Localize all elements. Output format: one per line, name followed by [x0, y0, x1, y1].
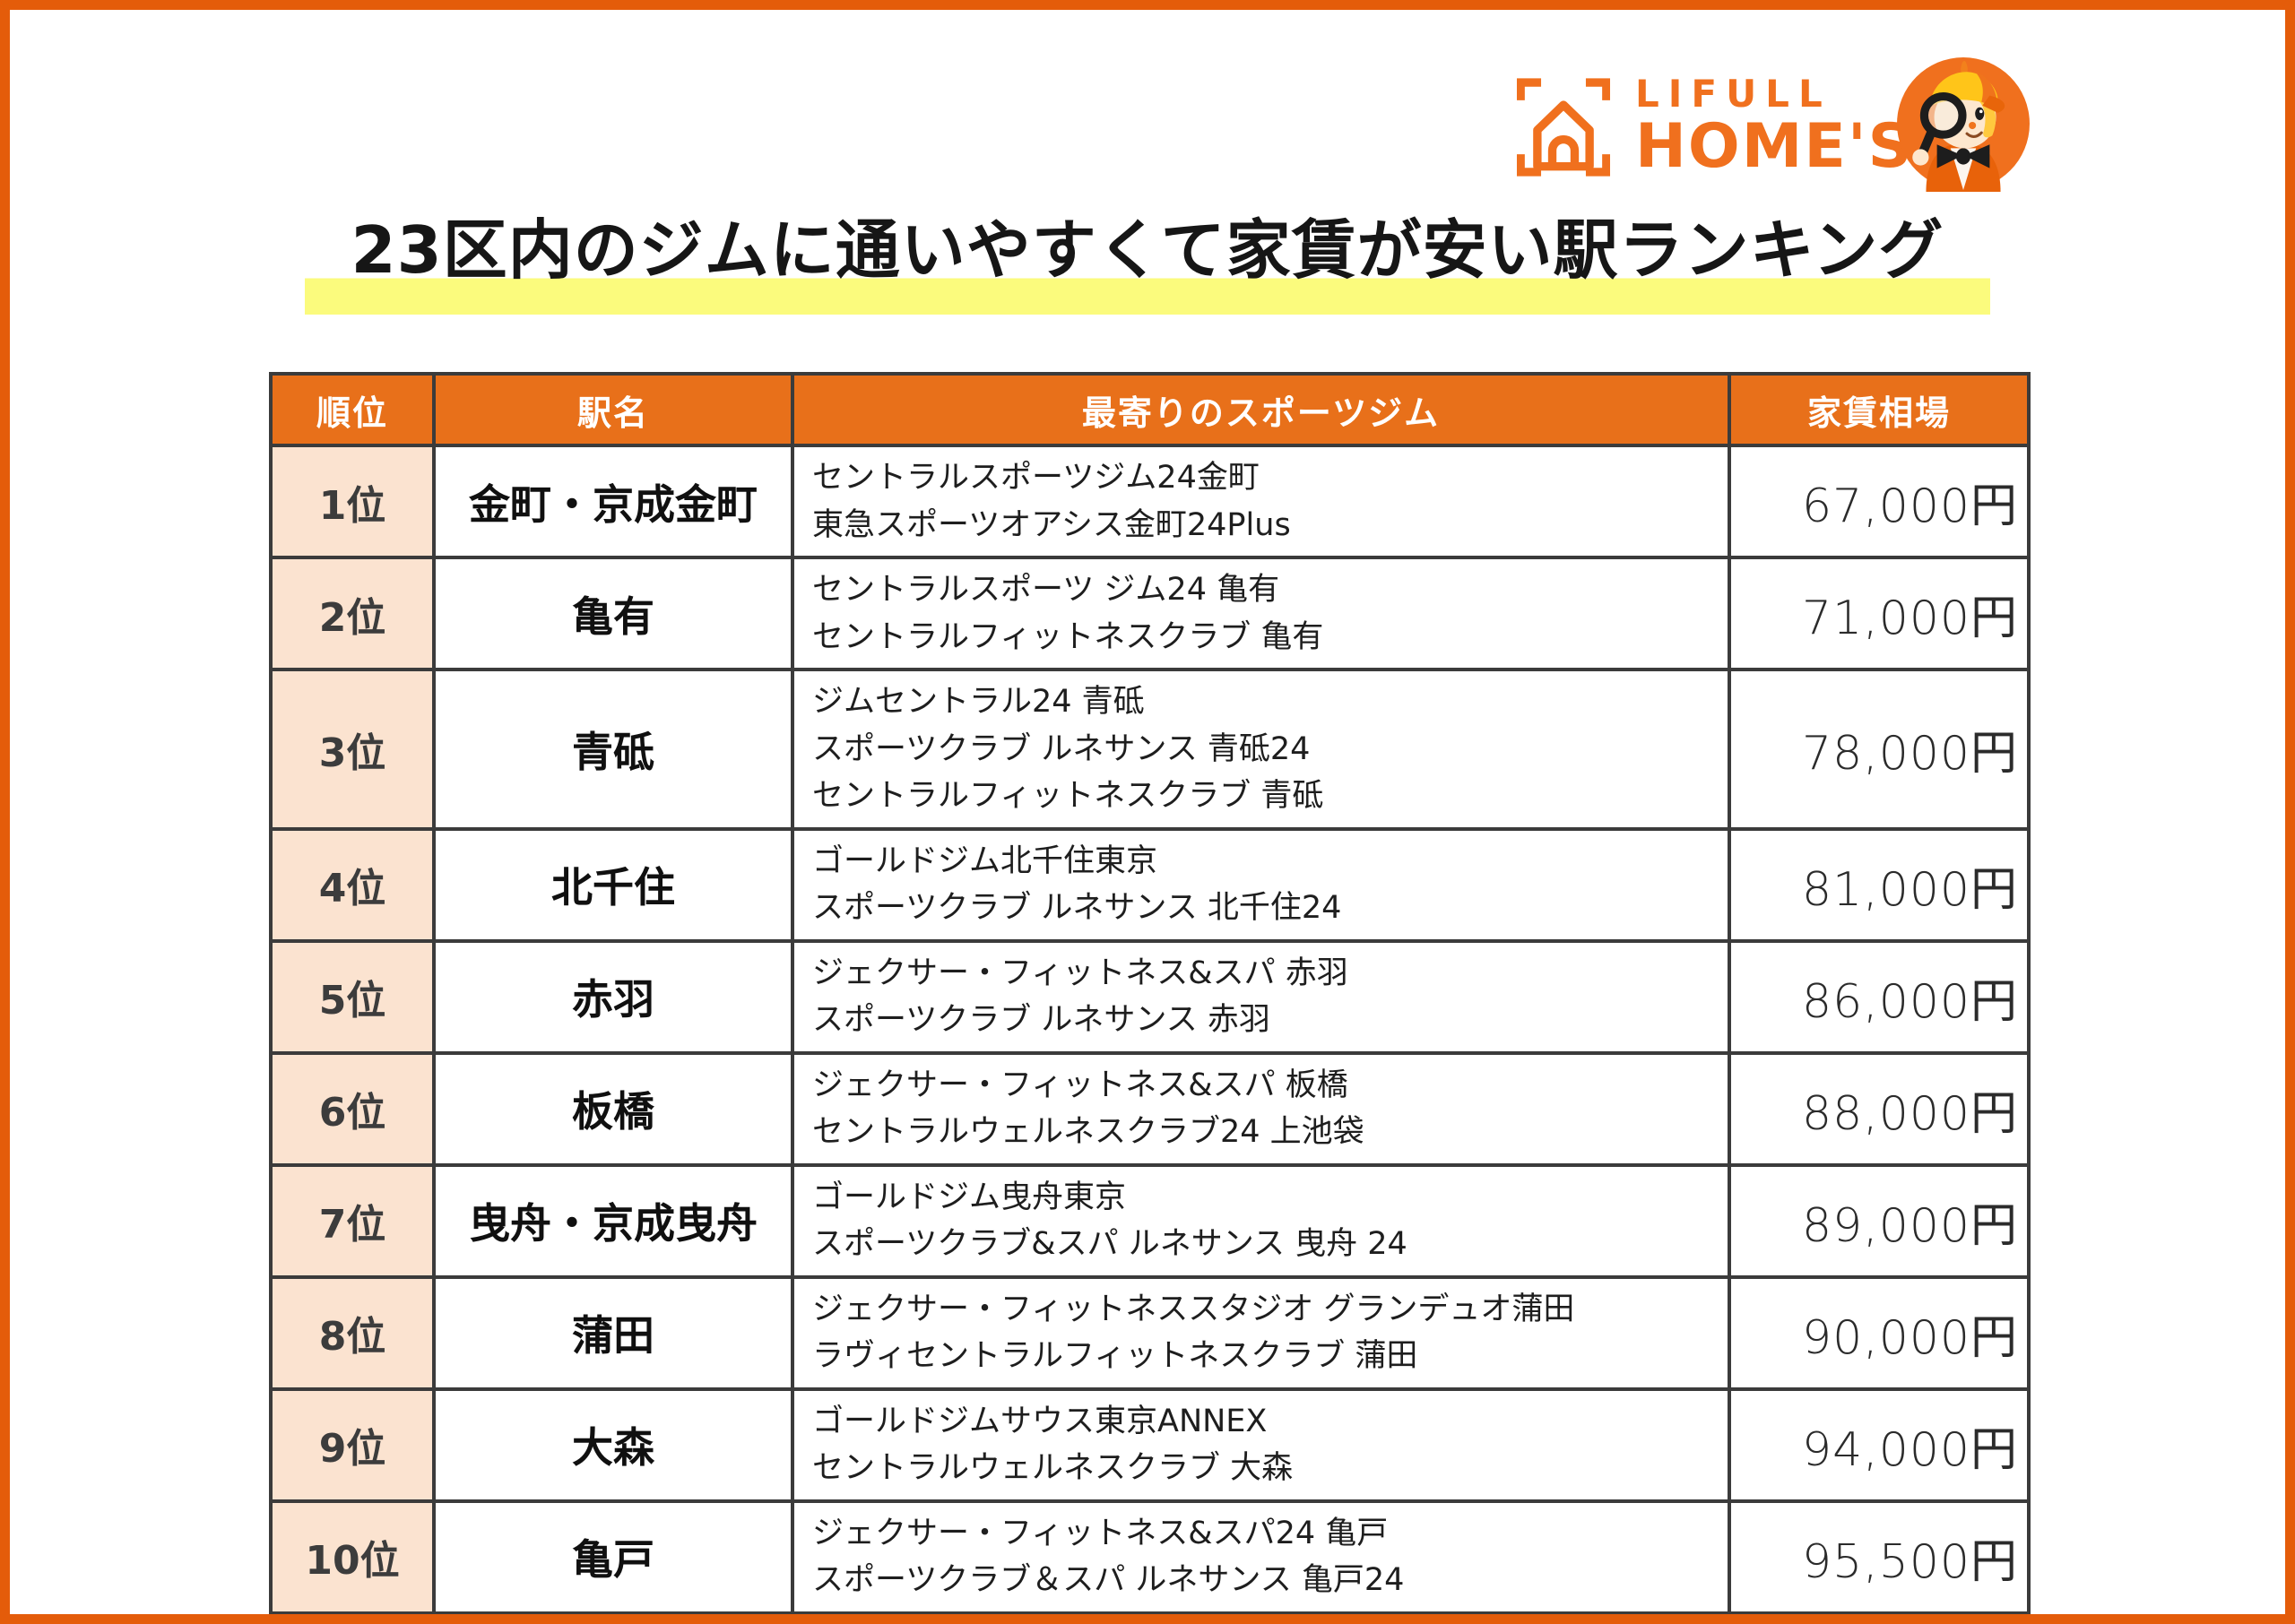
logo-text-homes: HOME'S — [1635, 111, 1914, 183]
logo-text-lifull: LIFULL — [1635, 72, 1832, 117]
rent-cell: 90,000円 — [1728, 1274, 2031, 1391]
rank-cell: 6位 — [269, 1050, 436, 1167]
station-cell: 北千住 — [432, 826, 794, 943]
logo-text: LIFULL HOME'S — [1635, 72, 1914, 183]
rent-cell: 78,000円 — [1728, 668, 2031, 831]
rank-cell: 9位 — [269, 1386, 436, 1503]
table-row: 8位 蒲田 ジェクサー・フィットネススタジオ グランデュオ蒲田 ラヴィセントラルフィッ… — [269, 1274, 2031, 1391]
gym-name: セントラルフィットネスクラブ 亀有 — [812, 618, 1324, 655]
header-station: 駅名 — [432, 372, 794, 447]
station-cell: 金町・京成金町 — [432, 444, 794, 559]
station-cell: 青砥 — [432, 668, 794, 831]
gyms-cell: ゴールドジム曳舟東京スポーツクラブ&スパ ルネサンス 曳舟 24 — [791, 1162, 1731, 1279]
rent-cell: 81,000円 — [1728, 826, 2031, 943]
table-row: 4位 北千住 ゴールドジム北千住東京 スポーツクラブ ルネサンス 北千住24 81,00… — [269, 826, 2031, 943]
header-rank: 順位 — [269, 372, 436, 447]
header-rent: 家賃相場 — [1728, 372, 2031, 447]
gym-name: セントラルフィットネスクラブ 青砥 — [812, 778, 1324, 814]
table-row: 3位 青砥 ジムセントラル24 青砥スポーツクラブ ルネサンス 青砥24 セントラルフ… — [269, 668, 2031, 831]
gyms-cell: ジェクサー・フィットネス&スパ 板橋 セントラルウェルネスクラブ24 上池袋 — [791, 1050, 1731, 1167]
gyms-cell: ゴールドジム北千住東京スポーツクラブ ルネサンス 北千住24 — [791, 826, 1731, 943]
gym-name: 東急スポーツオアシス金町24Plus — [812, 506, 1291, 543]
rank-cell: 2位 — [269, 556, 436, 671]
gym-name: ラヴィセントラルフィットネスクラブ 蒲田 — [812, 1338, 1418, 1374]
gyms-cell: ジェクサー・フィットネス&スパ 赤羽 スポーツクラブ ルネサンス 赤羽 — [791, 938, 1731, 1055]
station-cell: 蒲田 — [432, 1274, 794, 1391]
gyms-cell: ジムセントラル24 青砥スポーツクラブ ルネサンス 青砥24 セントラルフィットネ… — [791, 668, 1731, 831]
table-row: 9位 大森 ゴールドジムサウス東京ANNEX セントラルウェルネスクラブ 大森 94,0… — [269, 1386, 2031, 1503]
gyms-cell: ゴールドジムサウス東京ANNEX セントラルウェルネスクラブ 大森 — [791, 1386, 1731, 1503]
gym-name: スポーツクラブ＆スパ ルネサンス 亀戸24 — [812, 1562, 1405, 1598]
gym-name: スポーツクラブ ルネサンス 青砥24 — [812, 730, 1311, 767]
gym-name: スポーツクラブ ルネサンス 北千住24 — [812, 890, 1342, 926]
gym-name: ジムセントラル24 青砥 — [812, 684, 1145, 720]
lifull-homes-logo: LIFULL HOME'S — [1517, 75, 1914, 179]
station-cell: 亀有 — [432, 556, 794, 671]
table-row: 1位 金町・京成金町 セントラルスポーツジム24金町 東急スポーツオアシス金町24Pl… — [269, 444, 2031, 559]
ranking-table-header: 順位 駅名 最寄りのスポーツジム 家賃相場 — [269, 372, 2031, 447]
rank-cell: 1位 — [269, 444, 436, 559]
gym-name: スポーツクラブ ルネサンス 赤羽 — [812, 1002, 1270, 1038]
rent-cell: 67,000円 — [1728, 444, 2031, 559]
rent-cell: 71,000円 — [1728, 556, 2031, 671]
page-title-text: 23区内のジムに通いやすくて家賃が安い駅ランキング — [304, 213, 1991, 315]
rank-cell: 4位 — [269, 826, 436, 943]
table-row: 5位 赤羽 ジェクサー・フィットネス&スパ 赤羽 スポーツクラブ ルネサンス 赤羽 86… — [269, 938, 2031, 1055]
gyms-cell: セントラルスポーツジム24金町 東急スポーツオアシス金町24Plus — [791, 444, 1731, 559]
ranking-table: 順位 駅名 最寄りのスポーツジム 家賃相場 1位 金町・京成金町 セントラルスポーツ… — [269, 372, 2031, 1615]
gym-name: ジェクサー・フィットネススタジオ グランデュオ蒲田 — [812, 1291, 1575, 1327]
rent-cell: 86,000円 — [1728, 938, 2031, 1055]
rank-cell: 10位 — [269, 1499, 436, 1615]
gym-name: セントラルスポーツジム24金町 — [812, 460, 1260, 496]
gyms-cell: ジェクサー・フィットネス&スパ24 亀戸 スポーツクラブ＆スパ ルネサンス 亀戸2… — [791, 1499, 1731, 1615]
ranking-table-body: 1位 金町・京成金町 セントラルスポーツジム24金町 東急スポーツオアシス金町24Pl… — [269, 444, 2031, 1615]
table-row: 7位 曳舟・京成曳舟 ゴールドジム曳舟東京スポーツクラブ&スパ ルネサンス 曳舟 2… — [269, 1162, 2031, 1279]
page-title: 23区内のジムに通いやすくて家賃が安い駅ランキング — [0, 213, 2295, 315]
table-row: 6位 板橋 ジェクサー・フィットネス&スパ 板橋 セントラルウェルネスクラブ24 上池… — [269, 1050, 2031, 1167]
rent-cell: 95,500円 — [1728, 1499, 2031, 1615]
rent-cell: 88,000円 — [1728, 1050, 2031, 1167]
homes-house-icon — [1517, 75, 1610, 179]
gyms-cell: セントラルスポーツ ジム24 亀有セントラルフィットネスクラブ 亀有 — [791, 556, 1731, 671]
table-row: 10位 亀戸 ジェクサー・フィットネス&スパ24 亀戸 スポーツクラブ＆スパ ルネサン… — [269, 1499, 2031, 1615]
gym-name: スポーツクラブ&スパ ルネサンス 曳舟 24 — [812, 1226, 1407, 1262]
gym-name: セントラルスポーツ ジム24 亀有 — [812, 572, 1280, 608]
gym-name: ジェクサー・フィットネス&スパ 赤羽 — [812, 955, 1348, 991]
rent-cell: 89,000円 — [1728, 1162, 2031, 1279]
header-gym: 最寄りのスポーツジム — [791, 372, 1731, 447]
table-row: 2位 亀有 セントラルスポーツ ジム24 亀有 セントラルフィットネスクラブ 亀有 71… — [269, 556, 2031, 671]
header-row: 順位 駅名 最寄りのスポーツジム 家賃相場 — [269, 372, 2031, 447]
gym-name: ジェクサー・フィットネス&スパ 板橋 — [812, 1067, 1348, 1103]
rank-cell: 7位 — [269, 1162, 436, 1279]
gym-name: ゴールドジム北千住東京 — [812, 842, 1158, 879]
station-cell: 亀戸 — [432, 1499, 794, 1615]
station-cell: 赤羽 — [432, 938, 794, 1055]
gym-name: セントラルウェルネスクラブ24 上池袋 — [812, 1114, 1364, 1150]
station-cell: 曳舟・京成曳舟 — [432, 1162, 794, 1279]
homes-mascot-icon — [1895, 56, 2031, 195]
station-cell: 板橋 — [432, 1050, 794, 1167]
rank-cell: 3位 — [269, 668, 436, 831]
rank-cell: 5位 — [269, 938, 436, 1055]
rank-cell: 8位 — [269, 1274, 436, 1391]
station-cell: 大森 — [432, 1386, 794, 1503]
gym-name: ゴールドジム曳舟東京 — [812, 1179, 1127, 1215]
rent-cell: 94,000円 — [1728, 1386, 2031, 1503]
gym-name: ジェクサー・フィットネス&スパ24 亀戸 — [812, 1515, 1389, 1551]
gym-name: セントラルウェルネスクラブ 大森 — [812, 1450, 1294, 1486]
gym-name: ゴールドジムサウス東京ANNEX — [812, 1403, 1268, 1439]
gyms-cell: ジェクサー・フィットネススタジオ グランデュオ蒲田 ラヴィセントラルフィットネスク… — [791, 1274, 1731, 1391]
